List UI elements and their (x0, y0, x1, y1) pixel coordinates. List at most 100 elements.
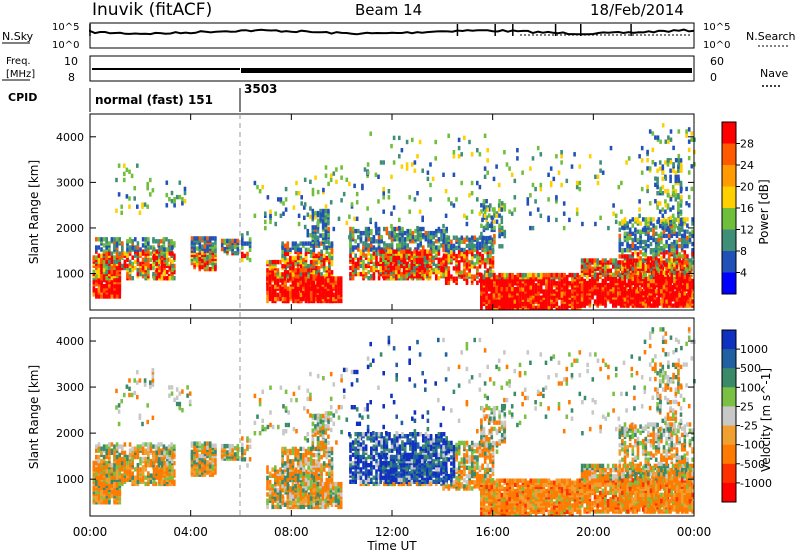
heatmap-cell (504, 281, 507, 285)
heatmap-cell (356, 192, 359, 196)
heatmap-cell (367, 251, 370, 255)
heatmap-cell (626, 232, 629, 236)
heatmap-cell (166, 193, 169, 197)
heatmap-cell (504, 230, 507, 234)
heatmap-cell (597, 181, 600, 185)
heatmap-cell (626, 291, 629, 295)
heatmap-cell (650, 228, 653, 232)
heatmap-cell (396, 237, 399, 241)
heatmap-cell (498, 203, 501, 207)
heatmap-cell (206, 261, 209, 265)
heatmap-cell (485, 273, 488, 277)
heatmap-cell (348, 235, 351, 239)
heatmap-cell (406, 229, 409, 233)
heatmap-cell (163, 247, 166, 251)
heatmap-cell (596, 291, 599, 295)
heatmap-cell (277, 197, 280, 201)
heatmap-cell (668, 234, 671, 238)
heatmap-cell (684, 291, 687, 295)
heatmap-cell (271, 299, 274, 303)
heatmap-cell (137, 251, 140, 255)
heatmap-cell (485, 240, 488, 244)
heatmap-cell (642, 217, 645, 221)
heatmap-cell (447, 134, 450, 138)
heatmap-cell (492, 264, 495, 268)
heatmap-cell (438, 270, 441, 274)
heatmap-cell (362, 264, 365, 268)
heatmap-cell (522, 287, 525, 291)
heatmap-cell (269, 210, 272, 214)
heatmap-cell (360, 256, 363, 260)
heatmap-cell (319, 217, 322, 221)
heatmap-cell (660, 246, 663, 250)
heatmap-cell (297, 270, 300, 274)
heatmap-cell (152, 266, 155, 270)
heatmap-cell (323, 258, 326, 262)
heatmap-cell (100, 274, 103, 278)
heatmap-cell (424, 249, 427, 253)
heatmap-cell (249, 248, 252, 252)
heatmap-cell (287, 287, 290, 291)
heatmap-cell (362, 231, 365, 235)
heatmap-cell (297, 295, 300, 299)
heatmap-cell (400, 249, 403, 253)
heatmap-cell (660, 240, 663, 244)
freq-tick-top: 10 (64, 55, 78, 68)
heatmap-cell (166, 247, 169, 251)
heatmap-cell (662, 170, 665, 174)
nave-tick-bottom: 0 (710, 71, 717, 84)
heatmap-cell (445, 189, 448, 193)
heatmap-cell (292, 241, 295, 245)
heatmap-cell (638, 154, 641, 158)
heatmap-cell (277, 260, 280, 264)
heatmap-cell (638, 214, 641, 218)
heatmap-cell (124, 251, 127, 255)
heatmap-cell (583, 264, 586, 268)
heatmap-cell (349, 231, 352, 235)
heatmap-cell (522, 295, 525, 299)
heatmap-cell (612, 287, 615, 291)
heatmap-cell (560, 183, 563, 187)
heatmap-cell (307, 233, 310, 237)
heatmap-cell (684, 254, 687, 258)
heatmap-cell (309, 233, 312, 237)
heatmap-cell (563, 226, 566, 230)
heatmap-cell (266, 291, 269, 295)
heatmap-cell (676, 281, 679, 285)
heatmap-cell (634, 234, 637, 238)
heatmap-cell (650, 289, 653, 293)
heatmap-cell (662, 222, 665, 226)
heatmap-cell (169, 276, 172, 280)
heatmap-cell (501, 287, 504, 291)
heatmap-cell (348, 215, 351, 219)
heatmap-cell (673, 297, 676, 301)
heatmap-cell (206, 265, 209, 269)
heatmap-cell (581, 285, 584, 289)
heatmap-cell (621, 242, 624, 246)
heatmap-cell (156, 276, 159, 280)
heatmap-cell (563, 201, 566, 205)
heatmap-cell (652, 252, 655, 256)
heatmap-cell (416, 154, 419, 158)
heatmap-cell (307, 287, 310, 291)
heatmap-cell (266, 260, 269, 264)
heatmap-cell (650, 275, 653, 279)
heatmap-cell (317, 223, 320, 227)
heatmap-cell (139, 247, 142, 251)
heatmap-cell (667, 226, 670, 230)
heatmap-cell (322, 280, 325, 284)
heatmap-cell (432, 256, 435, 260)
heatmap-cell (134, 266, 137, 270)
heatmap-cell (386, 227, 389, 231)
heatmap-cell (393, 227, 396, 231)
heatmap-cell (461, 252, 464, 256)
heatmap-cell (314, 233, 317, 237)
heatmap-cell (137, 241, 140, 245)
heatmap-cell (479, 242, 482, 246)
heatmap-cell (312, 188, 315, 192)
heatmap-cell (382, 254, 385, 258)
heatmap-cell (300, 195, 303, 199)
heatmap-cell (442, 248, 445, 252)
heatmap-cell (637, 252, 640, 256)
heatmap-cell (652, 279, 655, 283)
